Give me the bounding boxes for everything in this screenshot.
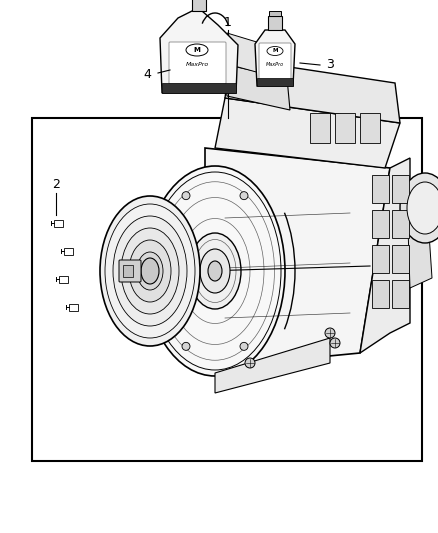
Circle shape: [182, 342, 190, 350]
FancyBboxPatch shape: [169, 42, 226, 84]
Text: MaxPro: MaxPro: [266, 61, 284, 67]
Circle shape: [240, 192, 248, 200]
Polygon shape: [408, 218, 432, 288]
Bar: [372, 280, 389, 308]
Polygon shape: [223, 64, 290, 110]
Text: MaxPro: MaxPro: [185, 62, 208, 68]
FancyBboxPatch shape: [259, 43, 291, 81]
FancyBboxPatch shape: [53, 220, 63, 227]
Ellipse shape: [129, 240, 171, 302]
Ellipse shape: [105, 204, 195, 338]
Ellipse shape: [400, 173, 438, 243]
Bar: [360, 113, 380, 143]
Ellipse shape: [100, 196, 200, 346]
Polygon shape: [360, 158, 410, 353]
Ellipse shape: [186, 44, 208, 56]
Ellipse shape: [141, 258, 159, 284]
Circle shape: [153, 267, 161, 275]
Ellipse shape: [121, 228, 179, 314]
Bar: [162, 83, 236, 93]
FancyBboxPatch shape: [68, 303, 78, 311]
Bar: [335, 113, 355, 143]
Polygon shape: [215, 98, 400, 168]
Text: M: M: [272, 49, 278, 53]
Bar: [372, 175, 389, 203]
Bar: [269, 11, 281, 16]
Ellipse shape: [137, 252, 163, 290]
Ellipse shape: [407, 182, 438, 234]
FancyBboxPatch shape: [59, 276, 67, 282]
Bar: [372, 245, 389, 273]
Bar: [392, 280, 409, 308]
Text: 3: 3: [326, 59, 334, 71]
Bar: [268, 16, 282, 30]
Bar: [192, 0, 206, 11]
Polygon shape: [205, 148, 390, 368]
Bar: [310, 113, 330, 143]
Bar: [392, 210, 409, 238]
Bar: [123, 265, 133, 277]
Polygon shape: [227, 33, 260, 73]
Ellipse shape: [208, 261, 222, 281]
Bar: [32, 118, 422, 461]
Ellipse shape: [200, 249, 230, 293]
Polygon shape: [255, 30, 295, 86]
Circle shape: [325, 328, 335, 338]
FancyBboxPatch shape: [119, 260, 141, 282]
Bar: [392, 175, 409, 203]
Bar: [257, 78, 293, 86]
Text: M: M: [194, 47, 201, 53]
Ellipse shape: [113, 216, 187, 326]
Polygon shape: [215, 338, 330, 393]
Circle shape: [330, 338, 340, 348]
Circle shape: [245, 358, 255, 368]
Text: 2: 2: [52, 179, 60, 191]
Ellipse shape: [189, 233, 241, 309]
Circle shape: [182, 192, 190, 200]
Polygon shape: [225, 58, 400, 123]
Bar: [372, 210, 389, 238]
Ellipse shape: [145, 166, 285, 376]
Polygon shape: [160, 11, 238, 93]
Text: 1: 1: [224, 17, 232, 29]
FancyBboxPatch shape: [64, 247, 73, 254]
Circle shape: [240, 342, 248, 350]
Text: 4: 4: [143, 69, 151, 82]
Ellipse shape: [267, 46, 283, 55]
Bar: [392, 245, 409, 273]
